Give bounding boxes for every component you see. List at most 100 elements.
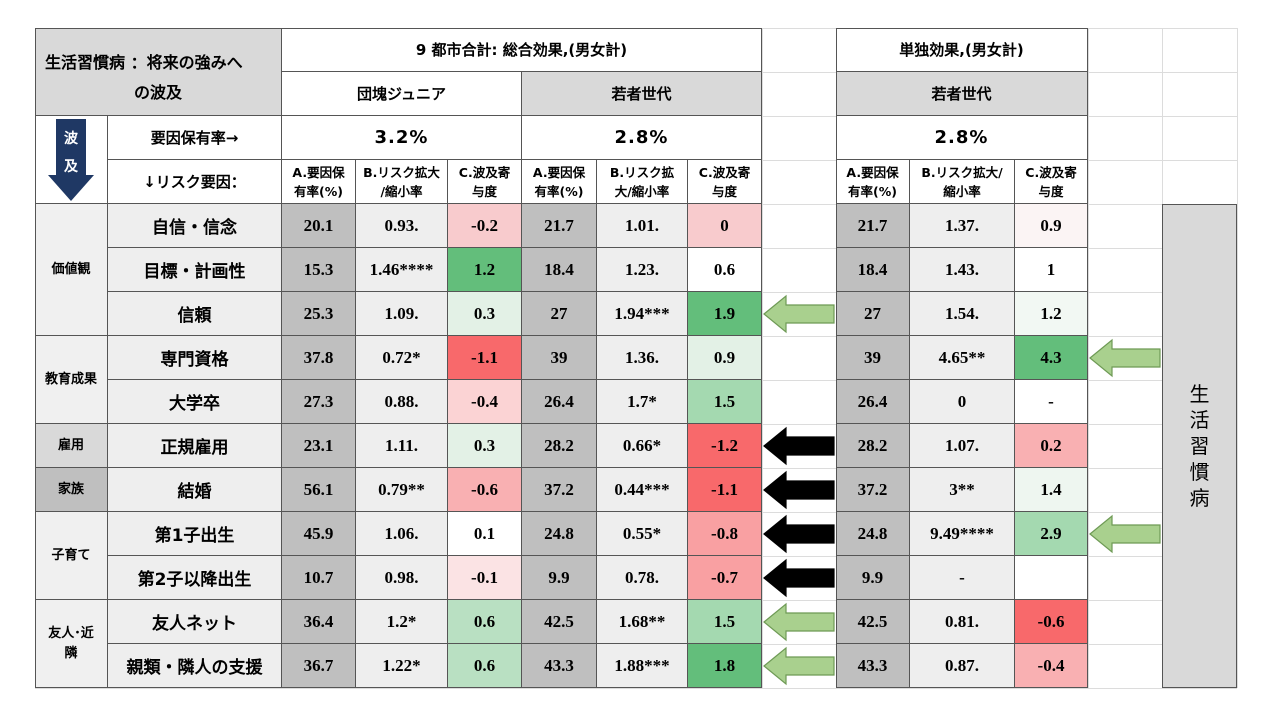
grid-line	[35, 688, 1237, 689]
down-arrow-icon: 波及	[48, 118, 94, 201]
risk-ratio-value: 0.98.	[356, 556, 448, 600]
green-left-arrow-icon	[763, 294, 835, 334]
grid-line	[1088, 28, 1089, 688]
contribution-value: -1.2	[688, 424, 762, 468]
category-label-line: 教育成果	[44, 371, 97, 387]
risk-ratio-value: 1.22*	[356, 644, 448, 688]
risk-ratio-value: 3**	[910, 468, 1015, 512]
contribution-value	[1015, 556, 1088, 600]
risk-ratio-value: 1.68**	[597, 600, 688, 644]
wave-label-bottom: 及	[64, 159, 79, 175]
factor-rate-value: 27	[522, 292, 597, 336]
contribution-value: -0.8	[688, 512, 762, 556]
risk-ratio-value: 1.88***	[597, 644, 688, 688]
contribution-value: 1.4	[1015, 468, 1088, 512]
contribution-value: 1	[1015, 248, 1088, 292]
factor-rate-value: 20.1	[282, 204, 356, 248]
factor-rate-value: 10.7	[282, 556, 356, 600]
contribution-value: 0.9	[1015, 204, 1088, 248]
risk-ratio-value: 0.88.	[356, 380, 448, 424]
side-label-char: 生	[1189, 382, 1210, 406]
contribution-value: -0.7	[688, 556, 762, 600]
group-young: 若者世代	[522, 72, 762, 116]
factor-rate-value: 39	[836, 336, 910, 380]
category-label: 教育成果	[35, 336, 108, 424]
column-header-b_young-line: 大/縮小率	[614, 183, 670, 199]
grid-line	[762, 28, 763, 688]
column-header-a: A.要因保 有率(%)	[836, 160, 910, 204]
side-label-char: 病	[1189, 486, 1210, 510]
rate-young: 2.8%	[522, 116, 762, 160]
contribution-value: -1.1	[688, 468, 762, 512]
column-header-c-line: 与度	[711, 183, 737, 199]
column-header-c-line: C.波及寄	[458, 164, 511, 180]
contribution-value: -0.6	[448, 468, 522, 512]
category-label-line: 家族	[57, 481, 84, 497]
factor-rate-value: 28.2	[836, 424, 910, 468]
risk-ratio-value: 1.7*	[597, 380, 688, 424]
column-header-b_single-line: 縮小率	[943, 183, 981, 199]
column-header-c: C.波及寄 与度	[1015, 160, 1088, 204]
contribution-value: 0.6	[688, 248, 762, 292]
contribution-value: 4.3	[1015, 336, 1088, 380]
risk-ratio-value: 0.72*	[356, 336, 448, 380]
column-header-a-line: A.要因保	[292, 164, 345, 180]
factor-rate-value: 56.1	[282, 468, 356, 512]
factor-rate-value: 26.4	[836, 380, 910, 424]
risk-ratio-value: 0.55*	[597, 512, 688, 556]
risk-ratio-value: 0.66*	[597, 424, 688, 468]
risk-factor-name: 目標・計画性	[108, 248, 282, 292]
factor-rate-value: 9.9	[836, 556, 910, 600]
column-header-b_young: B.リスク拡 大/縮小率	[597, 160, 688, 204]
risk-ratio-value: -	[910, 556, 1015, 600]
factor-rate-value: 42.5	[836, 600, 910, 644]
contribution-value: 2.9	[1015, 512, 1088, 556]
grid-line	[1237, 28, 1238, 688]
factor-rate-value: 37.8	[282, 336, 356, 380]
contribution-value: -0.1	[448, 556, 522, 600]
factor-rate-value: 27	[836, 292, 910, 336]
column-header-c-line: C.波及寄	[698, 164, 751, 180]
contribution-value: 1.2	[1015, 292, 1088, 336]
risk-ratio-value: 1.46****	[356, 248, 448, 292]
contribution-value: 0.3	[448, 292, 522, 336]
category-label-line: 隣	[64, 645, 78, 661]
risk-factor-name: 結婚	[108, 468, 282, 512]
category-label-line: 子育て	[51, 547, 91, 563]
risk-ratio-value: 0.79**	[356, 468, 448, 512]
green-left-arrow-icon	[1089, 514, 1161, 554]
category-label: 雇用	[35, 424, 108, 468]
factor-rate-value: 36.4	[282, 600, 356, 644]
contribution-value: 0.6	[448, 600, 522, 644]
factor-rate-value: 27.3	[282, 380, 356, 424]
category-label-line: 雇用	[57, 437, 84, 453]
column-header-a-line: 有率(%)	[294, 183, 343, 199]
contribution-value: -0.2	[448, 204, 522, 248]
contribution-value: -0.4	[448, 380, 522, 424]
contribution-value: 1.8	[688, 644, 762, 688]
column-header-b-line: B.リスク拡大	[363, 164, 440, 180]
side-label-char: 活	[1189, 408, 1210, 432]
factor-rate-value: 43.3	[836, 644, 910, 688]
single-effect-header: 単独効果,(男女計)	[836, 28, 1088, 72]
contribution-value: 0.3	[448, 424, 522, 468]
table-title-line: の波及	[133, 82, 182, 102]
contribution-value: 1.2	[448, 248, 522, 292]
category-label: 価値観	[35, 204, 108, 336]
risk-ratio-value: 0.87.	[910, 644, 1015, 688]
side-label-lifestyle-disease: 生活習慣病	[1162, 204, 1237, 688]
wave-label-top: 波	[64, 130, 79, 147]
factor-rate-value: 45.9	[282, 512, 356, 556]
factor-rate-value: 21.7	[836, 204, 910, 248]
factor-rate-value: 18.4	[522, 248, 597, 292]
contribution-value: 1.9	[688, 292, 762, 336]
risk-ratio-value: 1.43.	[910, 248, 1015, 292]
risk-ratio-value: 1.37.	[910, 204, 1015, 248]
risk-ratio-value: 1.2*	[356, 600, 448, 644]
side-label-char: 慣	[1189, 460, 1210, 484]
black-left-arrow-icon	[763, 558, 835, 598]
risk-factor-name: 自信・信念	[108, 204, 282, 248]
rate-dankai: 3.2%	[282, 116, 522, 160]
wave-arrow-cell: 波及	[35, 116, 108, 204]
risk-ratio-value: 1.94***	[597, 292, 688, 336]
